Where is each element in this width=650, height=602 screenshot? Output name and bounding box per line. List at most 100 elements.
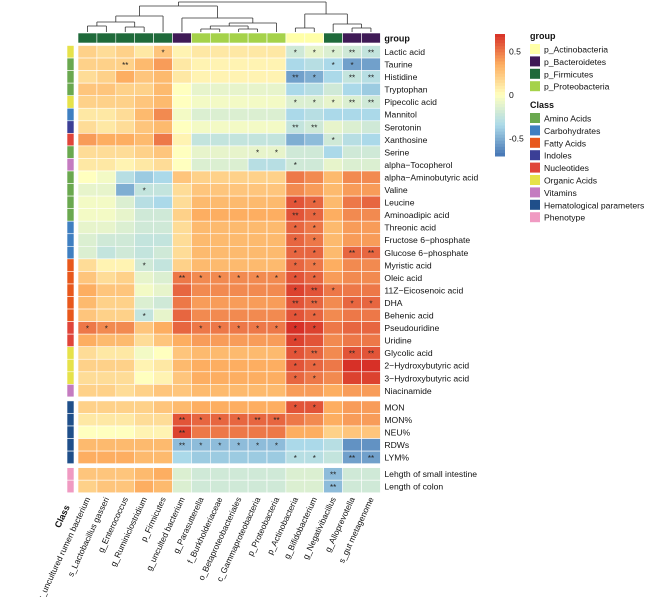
heatmap-cell — [153, 195, 173, 209]
row-label: Glycolic acid — [384, 348, 432, 358]
heatmap-cell — [191, 107, 211, 122]
heatmap-cell — [210, 170, 230, 184]
class-annotation-cell — [66, 82, 75, 97]
heatmap-cell — [191, 258, 211, 272]
significance-marker: ** — [330, 483, 336, 492]
significance-marker: * — [275, 441, 278, 450]
heatmap-cell — [304, 438, 324, 452]
group-annotation-cell — [77, 32, 98, 44]
heatmap-cell — [323, 258, 343, 272]
heatmap-cell — [172, 82, 192, 97]
class-legend: Class Amino Acids Carbohydrates Fatty Acids… — [530, 100, 644, 223]
class-annotation-cell — [66, 308, 75, 322]
heatmap-cell — [342, 358, 362, 373]
class-legend-label: Indoles — [544, 151, 572, 161]
heatmap-cell — [134, 467, 154, 481]
heatmap-cell — [115, 233, 136, 247]
heatmap-cell — [191, 246, 211, 260]
significance-marker: ** — [368, 98, 374, 107]
heatmap-cell — [96, 45, 117, 59]
heatmap-cell — [323, 371, 343, 385]
heatmap-cell — [285, 467, 306, 481]
row-label: Serine — [384, 147, 409, 157]
heatmap-cell — [342, 283, 362, 297]
heatmap-cell — [342, 467, 362, 481]
heatmap-cell — [96, 57, 117, 71]
class-legend-swatch — [530, 212, 540, 223]
heatmap-cell — [304, 384, 324, 398]
heatmap-cell — [285, 413, 306, 427]
heatmap-cell — [228, 371, 249, 385]
heatmap-cell — [323, 82, 343, 97]
significance-marker: ** — [311, 299, 317, 308]
heatmap-cell — [134, 233, 154, 247]
heatmap-cell — [172, 479, 192, 494]
class-annotation-cell — [66, 220, 75, 235]
heatmap-cell — [210, 346, 230, 360]
heatmap-cell — [210, 45, 230, 59]
heatmap-cell — [342, 208, 362, 222]
heatmap-cell — [361, 170, 381, 184]
color-scale-step — [495, 58, 505, 62]
class-annotation-cell — [66, 183, 75, 197]
heatmap-cell — [323, 413, 343, 427]
heatmap-cell — [247, 296, 268, 310]
color-scale-step — [495, 113, 505, 117]
heatmap-cell — [115, 467, 136, 481]
heatmap-cell — [172, 70, 192, 84]
heatmap-cell — [228, 107, 249, 122]
significance-marker: ** — [179, 441, 185, 450]
significance-marker: * — [332, 48, 335, 57]
heatmap-cell — [115, 321, 136, 335]
column-group-annotation: group — [77, 32, 410, 44]
group-annotation-cell — [342, 32, 362, 44]
class-annotation-cell — [66, 333, 75, 347]
significance-marker: * — [275, 274, 278, 283]
heatmap-cell — [342, 183, 362, 197]
heatmap-cell — [228, 220, 249, 235]
group-annotation-cell — [115, 32, 136, 44]
heatmap-cell — [153, 70, 173, 84]
heatmap-cell — [96, 400, 117, 414]
row-label: 11Z−Eicosenoic acid — [384, 285, 463, 295]
color-scale-step — [495, 91, 505, 96]
heatmap-cell — [342, 107, 362, 122]
class-annotation-cell — [66, 346, 75, 360]
heatmap-cells — [77, 45, 381, 494]
heatmap-cell — [172, 233, 192, 247]
heatmap-cell — [247, 246, 268, 260]
heatmap-cell — [153, 384, 173, 398]
heatmap-cell — [228, 233, 249, 247]
heatmap-cell — [134, 438, 154, 452]
heatmap-cell — [266, 425, 287, 439]
heatmap-cell — [134, 413, 154, 427]
heatmap-cell — [266, 371, 287, 385]
heatmap-cell — [323, 333, 343, 347]
row-label: DHA — [384, 298, 402, 308]
heatmap-cell — [134, 384, 154, 398]
color-scale-step — [495, 79, 505, 84]
heatmap-cell — [96, 384, 117, 398]
heatmap-cell — [134, 82, 154, 97]
heatmap-cell — [361, 233, 381, 247]
heatmap-cell — [172, 296, 192, 310]
heatmap-cell — [77, 283, 98, 297]
heatmap-cell — [247, 170, 268, 184]
heatmap-cell — [115, 158, 136, 172]
significance-marker: ** — [254, 416, 260, 425]
color-scale-step — [495, 64, 505, 69]
heatmap-cell — [266, 384, 287, 398]
heatmap-cell — [304, 107, 324, 122]
significance-marker: * — [313, 73, 316, 82]
heatmap-cell — [191, 70, 211, 84]
heatmap-cell — [77, 195, 98, 209]
significance-marker: * — [237, 416, 240, 425]
heatmap-cell — [96, 438, 117, 452]
heatmap-cell — [210, 450, 230, 464]
heatmap-cell — [134, 450, 154, 464]
heatmap-cell — [210, 384, 230, 398]
color-scale-step — [495, 110, 505, 114]
class-legend-label: Hematological parameters — [544, 200, 644, 210]
row-label: Uridine — [384, 336, 411, 346]
